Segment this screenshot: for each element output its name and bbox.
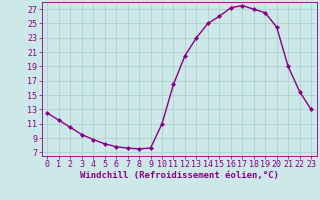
- X-axis label: Windchill (Refroidissement éolien,°C): Windchill (Refroidissement éolien,°C): [80, 171, 279, 180]
